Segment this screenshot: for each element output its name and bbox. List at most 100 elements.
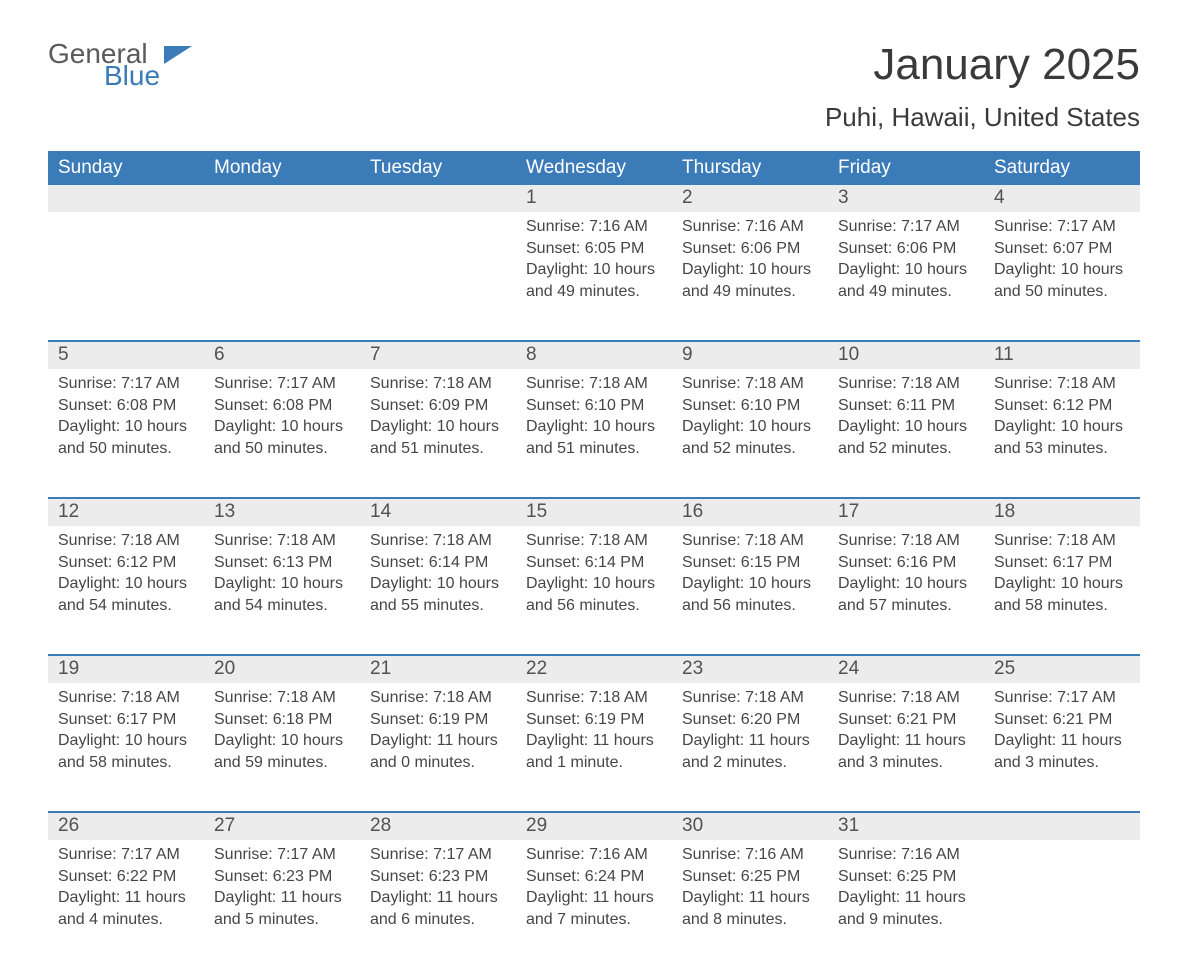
day-number: 17 xyxy=(828,499,984,526)
sunset-line: Sunset: 6:18 PM xyxy=(214,709,350,731)
daylight-line: Daylight: 10 hours and 56 minutes. xyxy=(526,573,662,616)
sunrise-line: Sunrise: 7:18 AM xyxy=(838,530,974,552)
weekday-header: Sunday xyxy=(48,151,204,185)
weekday-header: Wednesday xyxy=(516,151,672,185)
sunset-line: Sunset: 6:24 PM xyxy=(526,866,662,888)
header: General Blue January 2025 Puhi, Hawaii, … xyxy=(48,40,1140,133)
sunset-line: Sunset: 6:23 PM xyxy=(214,866,350,888)
daylight-line: Daylight: 11 hours and 8 minutes. xyxy=(682,887,818,930)
week-body-row: Sunrise: 7:16 AMSunset: 6:05 PMDaylight:… xyxy=(48,212,1140,340)
day-number: 8 xyxy=(516,342,672,369)
day-number: 5 xyxy=(48,342,204,369)
day-number: 2 xyxy=(672,185,828,212)
day-cell: Sunrise: 7:18 AMSunset: 6:10 PMDaylight:… xyxy=(672,369,828,497)
day-number: 20 xyxy=(204,656,360,683)
sunrise-line: Sunrise: 7:16 AM xyxy=(838,844,974,866)
day-cell: Sunrise: 7:17 AMSunset: 6:23 PMDaylight:… xyxy=(360,840,516,968)
day-number-row: 262728293031 xyxy=(48,813,1140,840)
daylight-line: Daylight: 11 hours and 7 minutes. xyxy=(526,887,662,930)
sunrise-line: Sunrise: 7:18 AM xyxy=(58,687,194,709)
day-number: 7 xyxy=(360,342,516,369)
day-number: 9 xyxy=(672,342,828,369)
daylight-line: Daylight: 11 hours and 3 minutes. xyxy=(838,730,974,773)
day-number: 25 xyxy=(984,656,1140,683)
daylight-line: Daylight: 10 hours and 53 minutes. xyxy=(994,416,1130,459)
sunrise-line: Sunrise: 7:18 AM xyxy=(370,530,506,552)
daylight-line: Daylight: 10 hours and 49 minutes. xyxy=(526,259,662,302)
day-number: 19 xyxy=(48,656,204,683)
day-cell: Sunrise: 7:16 AMSunset: 6:06 PMDaylight:… xyxy=(672,212,828,340)
sunrise-line: Sunrise: 7:18 AM xyxy=(526,687,662,709)
daylight-line: Daylight: 11 hours and 4 minutes. xyxy=(58,887,194,930)
sunset-line: Sunset: 6:08 PM xyxy=(214,395,350,417)
sunset-line: Sunset: 6:25 PM xyxy=(682,866,818,888)
day-number: 1 xyxy=(516,185,672,212)
day-cell: Sunrise: 7:18 AMSunset: 6:20 PMDaylight:… xyxy=(672,683,828,811)
sunset-line: Sunset: 6:16 PM xyxy=(838,552,974,574)
day-cell: Sunrise: 7:18 AMSunset: 6:19 PMDaylight:… xyxy=(360,683,516,811)
sunset-line: Sunset: 6:19 PM xyxy=(526,709,662,731)
sunrise-line: Sunrise: 7:18 AM xyxy=(370,373,506,395)
day-cell: Sunrise: 7:18 AMSunset: 6:12 PMDaylight:… xyxy=(984,369,1140,497)
sunset-line: Sunset: 6:23 PM xyxy=(370,866,506,888)
daylight-line: Daylight: 10 hours and 56 minutes. xyxy=(682,573,818,616)
day-cell xyxy=(984,840,1140,968)
daylight-line: Daylight: 10 hours and 52 minutes. xyxy=(682,416,818,459)
sunset-line: Sunset: 6:07 PM xyxy=(994,238,1130,260)
daylight-line: Daylight: 10 hours and 58 minutes. xyxy=(58,730,194,773)
day-number-row: 567891011 xyxy=(48,342,1140,369)
day-number: 23 xyxy=(672,656,828,683)
daylight-line: Daylight: 10 hours and 52 minutes. xyxy=(838,416,974,459)
day-cell: Sunrise: 7:18 AMSunset: 6:10 PMDaylight:… xyxy=(516,369,672,497)
day-number xyxy=(360,185,516,212)
sunrise-line: Sunrise: 7:17 AM xyxy=(214,373,350,395)
daylight-line: Daylight: 11 hours and 9 minutes. xyxy=(838,887,974,930)
weekday-header: Saturday xyxy=(984,151,1140,185)
day-cell: Sunrise: 7:16 AMSunset: 6:25 PMDaylight:… xyxy=(828,840,984,968)
sunrise-line: Sunrise: 7:17 AM xyxy=(994,216,1130,238)
day-cell: Sunrise: 7:18 AMSunset: 6:17 PMDaylight:… xyxy=(48,683,204,811)
day-number xyxy=(48,185,204,212)
week-block: 567891011Sunrise: 7:17 AMSunset: 6:08 PM… xyxy=(48,340,1140,497)
daylight-line: Daylight: 11 hours and 2 minutes. xyxy=(682,730,818,773)
daylight-line: Daylight: 11 hours and 6 minutes. xyxy=(370,887,506,930)
day-cell: Sunrise: 7:18 AMSunset: 6:15 PMDaylight:… xyxy=(672,526,828,654)
weekday-header: Monday xyxy=(204,151,360,185)
day-cell: Sunrise: 7:18 AMSunset: 6:09 PMDaylight:… xyxy=(360,369,516,497)
daylight-line: Daylight: 10 hours and 54 minutes. xyxy=(214,573,350,616)
week-body-row: Sunrise: 7:17 AMSunset: 6:22 PMDaylight:… xyxy=(48,840,1140,968)
day-cell xyxy=(360,212,516,340)
sunset-line: Sunset: 6:08 PM xyxy=(58,395,194,417)
sunset-line: Sunset: 6:09 PM xyxy=(370,395,506,417)
day-number: 4 xyxy=(984,185,1140,212)
sunrise-line: Sunrise: 7:18 AM xyxy=(370,687,506,709)
day-number: 11 xyxy=(984,342,1140,369)
sunrise-line: Sunrise: 7:16 AM xyxy=(526,216,662,238)
daylight-line: Daylight: 11 hours and 3 minutes. xyxy=(994,730,1130,773)
week-block: 1234Sunrise: 7:16 AMSunset: 6:05 PMDayli… xyxy=(48,185,1140,340)
day-cell: Sunrise: 7:18 AMSunset: 6:21 PMDaylight:… xyxy=(828,683,984,811)
daylight-line: Daylight: 10 hours and 49 minutes. xyxy=(838,259,974,302)
day-number: 10 xyxy=(828,342,984,369)
sunset-line: Sunset: 6:17 PM xyxy=(58,709,194,731)
week-body-row: Sunrise: 7:18 AMSunset: 6:12 PMDaylight:… xyxy=(48,526,1140,654)
sunrise-line: Sunrise: 7:18 AM xyxy=(838,373,974,395)
weekday-header: Friday xyxy=(828,151,984,185)
day-number: 29 xyxy=(516,813,672,840)
week-block: 12131415161718Sunrise: 7:18 AMSunset: 6:… xyxy=(48,497,1140,654)
day-number-row: 12131415161718 xyxy=(48,499,1140,526)
week-block: 262728293031Sunrise: 7:17 AMSunset: 6:22… xyxy=(48,811,1140,968)
day-number: 22 xyxy=(516,656,672,683)
sunrise-line: Sunrise: 7:18 AM xyxy=(58,530,194,552)
day-cell: Sunrise: 7:18 AMSunset: 6:16 PMDaylight:… xyxy=(828,526,984,654)
week-body-row: Sunrise: 7:17 AMSunset: 6:08 PMDaylight:… xyxy=(48,369,1140,497)
sunrise-line: Sunrise: 7:16 AM xyxy=(526,844,662,866)
day-number-row: 19202122232425 xyxy=(48,656,1140,683)
sunrise-line: Sunrise: 7:18 AM xyxy=(214,687,350,709)
sunset-line: Sunset: 6:19 PM xyxy=(370,709,506,731)
daylight-line: Daylight: 10 hours and 55 minutes. xyxy=(370,573,506,616)
daylight-line: Daylight: 10 hours and 51 minutes. xyxy=(370,416,506,459)
weekday-header: Tuesday xyxy=(360,151,516,185)
sunset-line: Sunset: 6:21 PM xyxy=(838,709,974,731)
day-number: 14 xyxy=(360,499,516,526)
